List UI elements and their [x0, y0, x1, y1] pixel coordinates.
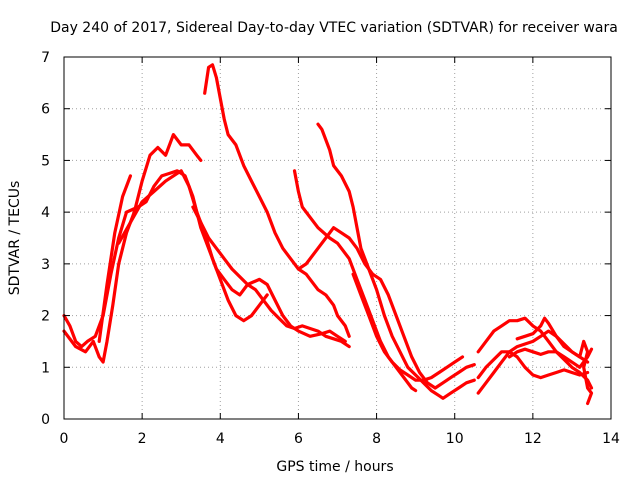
series-arc-3 [97, 174, 132, 343]
series-arc-14 [515, 316, 594, 406]
x-tick-label: 12 [524, 431, 542, 447]
plot-frame [63, 56, 612, 420]
series-arc-5 [203, 63, 351, 338]
x-tick-label: 2 [138, 431, 147, 447]
series-arc-6 [191, 205, 351, 349]
y-tick-label: 6 [41, 102, 50, 118]
series-arc-1 [62, 169, 347, 349]
x-tick-label: 4 [216, 431, 225, 447]
y-tick-label: 2 [41, 309, 50, 325]
y-tick-label: 4 [41, 205, 50, 221]
x-tick-label: 14 [602, 431, 620, 447]
x-tick-label: 6 [294, 431, 303, 447]
y-axis-label: SDTVAR / TECUs [7, 181, 23, 296]
y-tick-label: 1 [41, 360, 50, 376]
series-arc-9 [316, 122, 476, 400]
data-series [62, 63, 594, 406]
x-axis-label: GPS time / hours [276, 459, 393, 475]
series-arc-10 [351, 272, 465, 382]
series-arc-13 [476, 350, 590, 380]
y-tick-label: 0 [41, 412, 50, 428]
series-arc-15 [507, 347, 594, 369]
x-tick-label: 10 [446, 431, 464, 447]
chart-title: Day 240 of 2017, Sidereal Day-to-day VTE… [50, 20, 618, 36]
grid [64, 57, 611, 419]
series-arc-2 [62, 133, 203, 364]
x-tick-label: 8 [372, 431, 381, 447]
y-tick-label: 7 [41, 50, 50, 66]
x-tick-label: 0 [60, 431, 69, 447]
series-arc-8 [296, 226, 476, 390]
y-tick-label: 3 [41, 257, 50, 273]
y-tick-label: 5 [41, 153, 50, 169]
